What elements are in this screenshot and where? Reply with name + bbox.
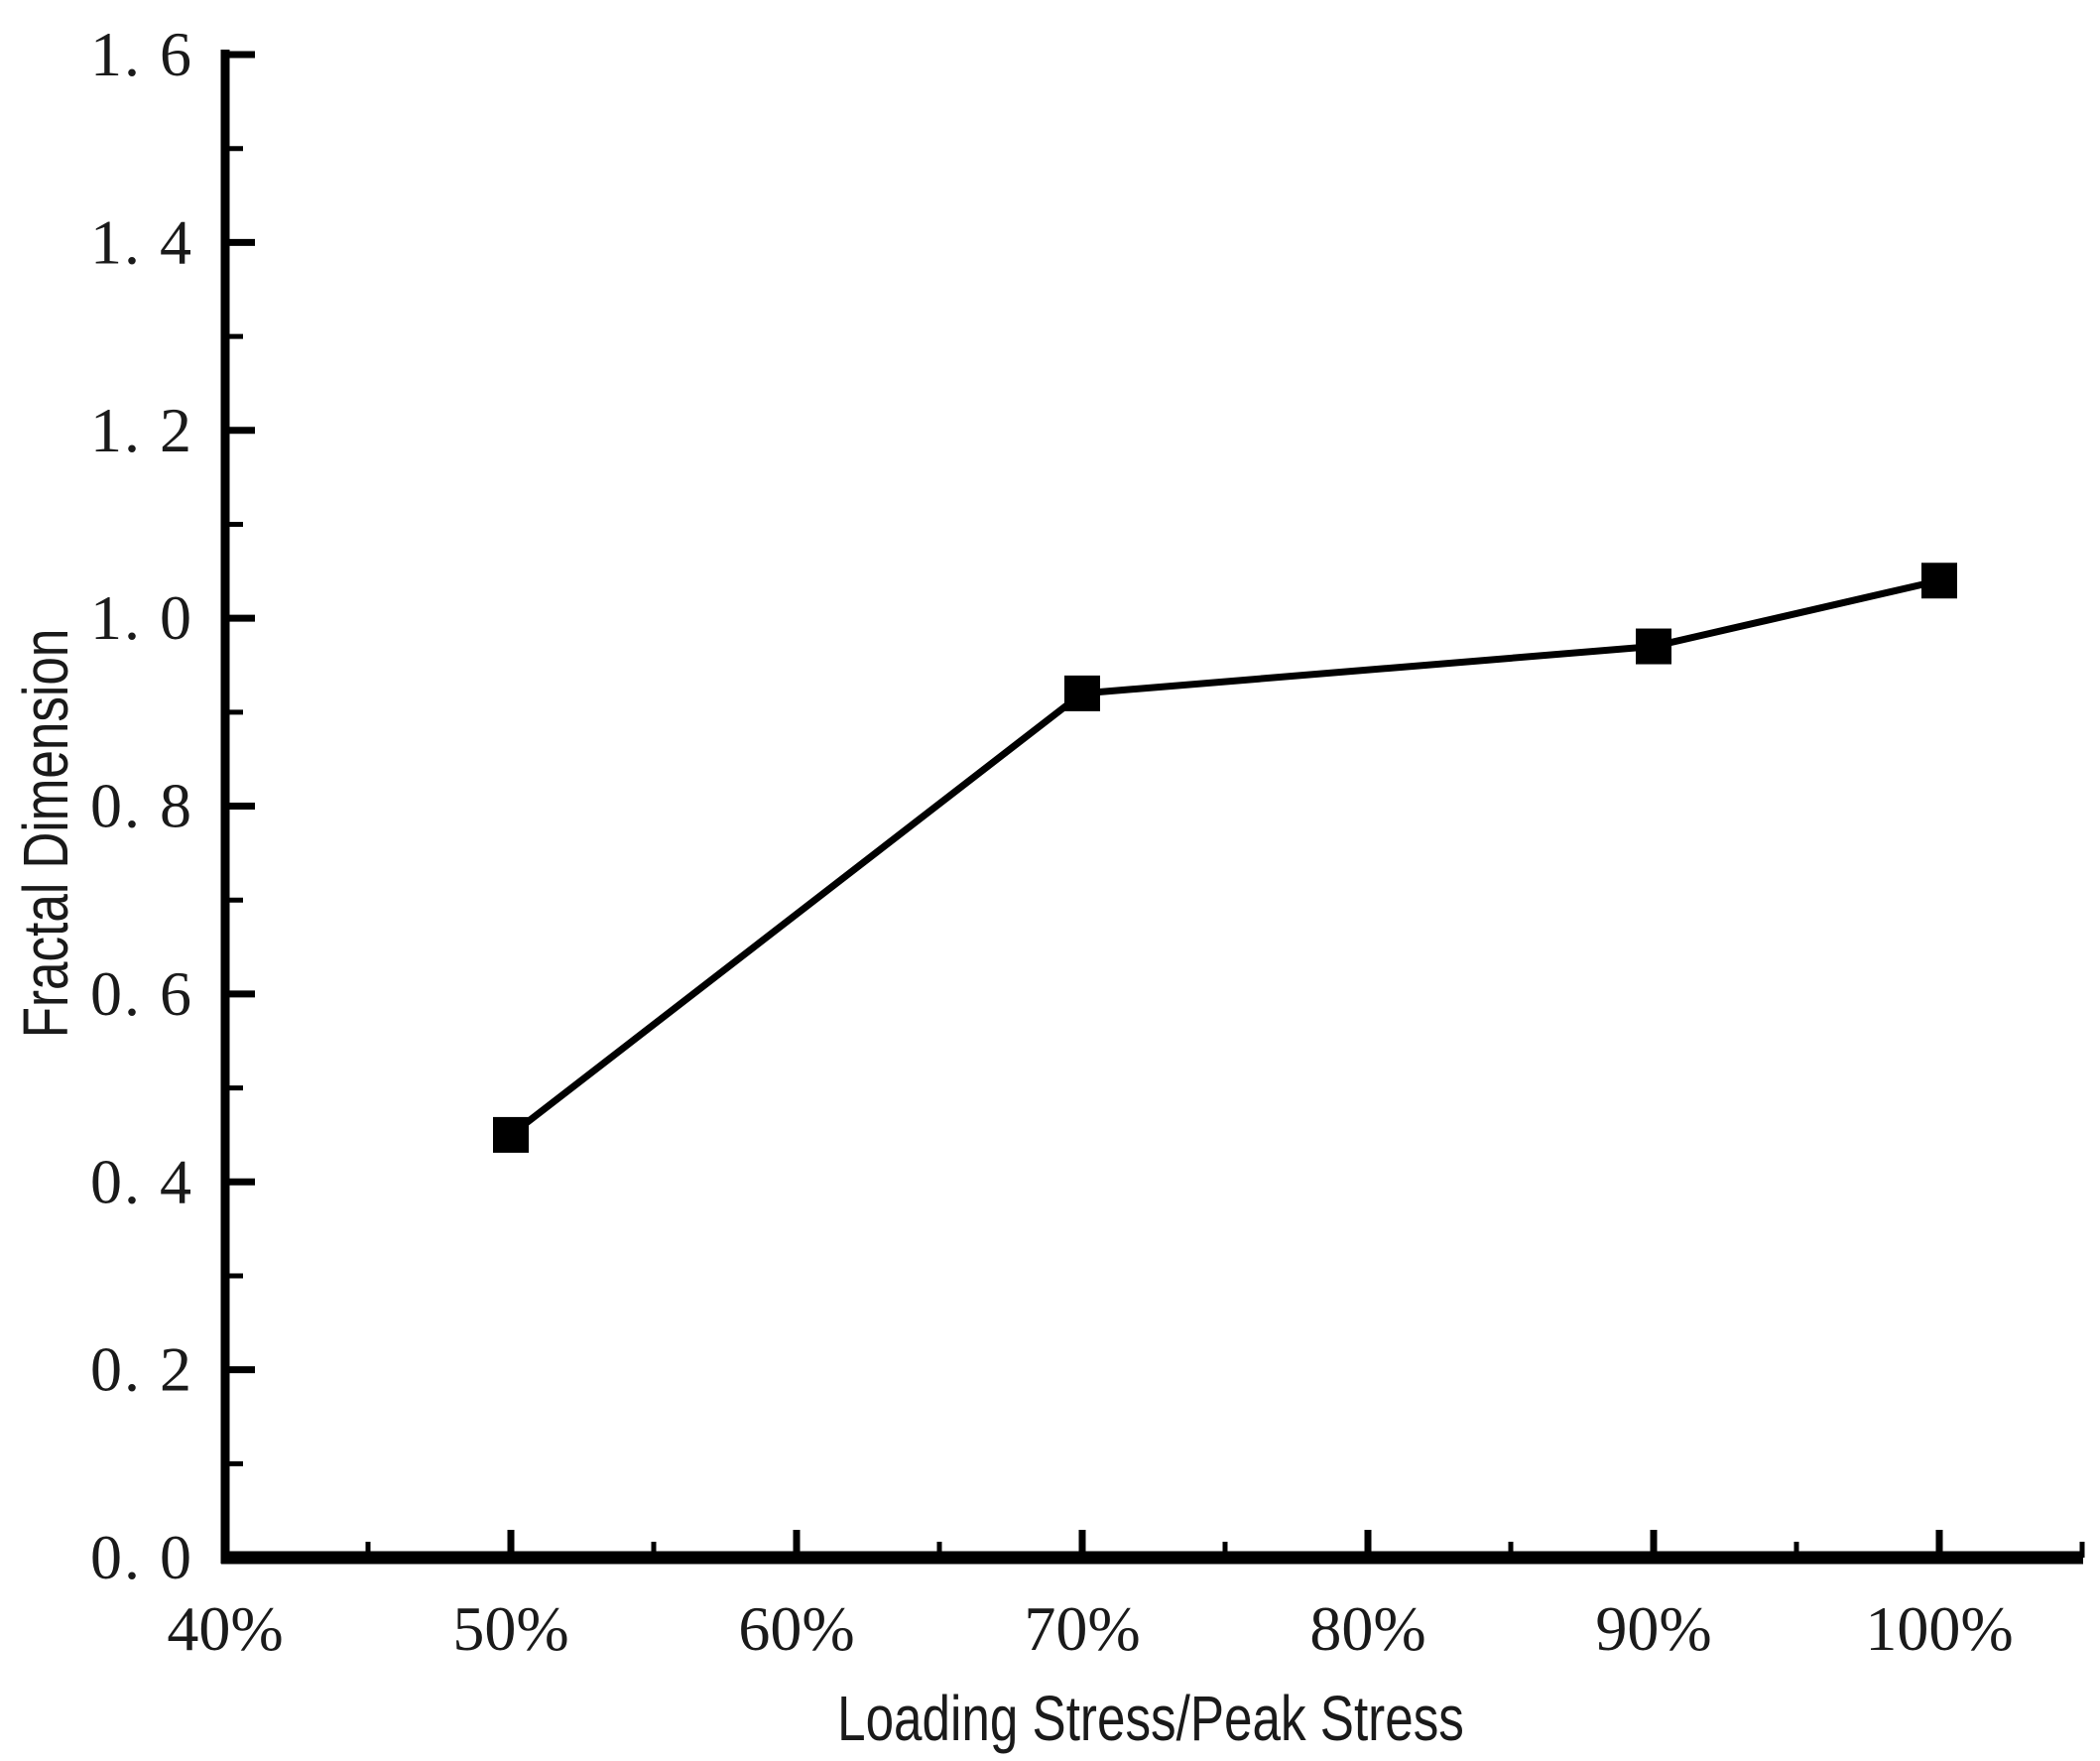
y-tick-label: 0. 8 [90, 771, 193, 841]
x-tick-label: 60% [738, 1593, 854, 1664]
x-tick-label: 40% [167, 1593, 283, 1664]
data-point-marker [1636, 628, 1671, 665]
y-tick-label: 0. 2 [90, 1334, 193, 1405]
y-axis-title: Fractal Dimension [10, 628, 81, 1039]
x-tick-label: 80% [1309, 1593, 1425, 1664]
x-tick-label: 70% [1024, 1593, 1140, 1664]
x-axis-title: Loading Stress/Peak Stress [837, 1683, 1464, 1754]
x-tick-label: 100% [1865, 1593, 2013, 1664]
data-point-marker [1064, 675, 1100, 711]
y-tick-label: 1. 0 [90, 582, 193, 653]
data-point-marker [1921, 563, 1957, 599]
y-tick-label: 1. 2 [90, 395, 193, 465]
x-tick-label: 50% [452, 1593, 568, 1664]
data-line [508, 576, 1940, 1138]
data-point-marker [493, 1116, 529, 1153]
y-tick-label: 1. 4 [90, 206, 193, 277]
y-tick-label: 0. 0 [90, 1522, 193, 1592]
y-tick-label: 0. 6 [90, 958, 193, 1029]
y-tick-label: 1. 6 [90, 19, 193, 89]
x-tick-label: 90% [1595, 1593, 1711, 1664]
y-tick-label: 0. 4 [90, 1146, 193, 1216]
